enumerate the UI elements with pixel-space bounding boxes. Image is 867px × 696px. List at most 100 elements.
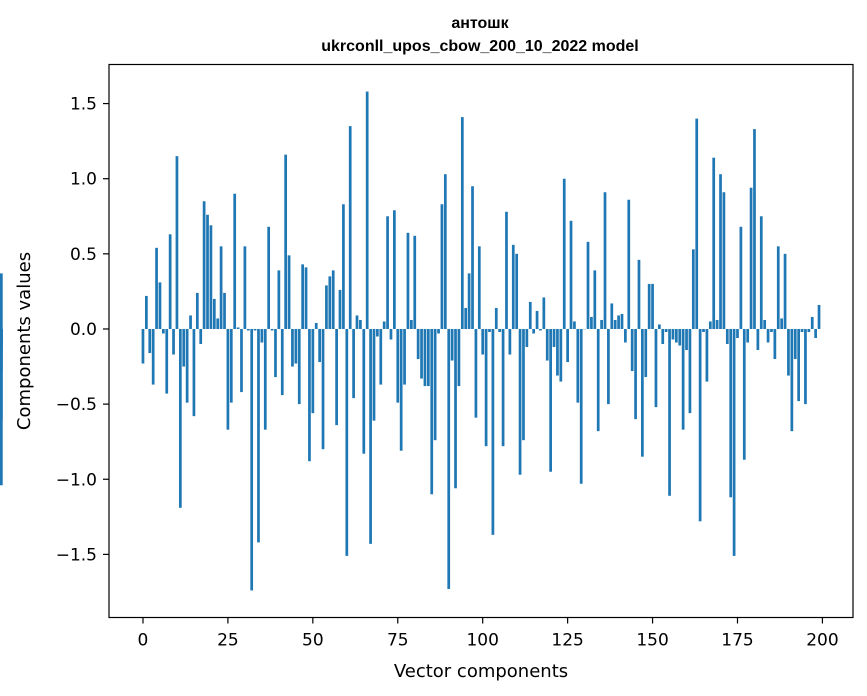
bar-32 (250, 328, 254, 591)
bar-34 (257, 328, 260, 543)
bar-169 (715, 319, 719, 329)
bar-182 (759, 216, 763, 329)
bar-117 (539, 328, 542, 331)
bar-175 (736, 328, 739, 338)
bar-196 (807, 328, 811, 332)
bar-23 (219, 246, 223, 329)
bar-151 (654, 328, 658, 408)
bar-37 (267, 226, 271, 329)
bar-99 (477, 246, 481, 329)
bar-25 (226, 328, 230, 430)
chart-title: антошк (451, 15, 509, 32)
x-tick-label: 0 (138, 631, 149, 651)
bar-181 (756, 328, 760, 351)
bar-90 (447, 328, 451, 589)
bar-149 (647, 283, 651, 329)
bar-158 (678, 328, 682, 346)
chart-subtitle: ukrconll_upos_cbow_200_10_2022 model (321, 38, 638, 55)
x-axis-ticks: 0 25 50 75 100 125 150 175 200 (138, 617, 839, 651)
bar-58 (338, 289, 342, 329)
bar-2 (148, 328, 152, 354)
bar-69 (376, 328, 379, 337)
bar-171 (722, 192, 726, 329)
bar-156 (671, 328, 675, 340)
bar-174 (732, 328, 736, 556)
bar-172 (725, 328, 729, 345)
bar-184 (766, 328, 770, 343)
bar-84 (426, 328, 430, 387)
bar-50 (311, 328, 315, 414)
bar-11 (178, 328, 182, 508)
bar-undefined (0, 273, 3, 329)
bar-9 (172, 328, 175, 355)
bar-96 (467, 273, 471, 329)
bar-76 (399, 328, 403, 451)
bar-28 (236, 327, 240, 329)
bar-123 (559, 328, 563, 382)
bar-147 (641, 328, 644, 457)
bar-41 (280, 328, 284, 396)
bar-104 (494, 307, 498, 329)
bar-126 (569, 220, 573, 329)
bar-124 (562, 178, 566, 329)
bar-47 (301, 264, 304, 329)
bar-186 (773, 328, 777, 360)
bar-95 (464, 307, 468, 329)
bar-120 (549, 328, 552, 472)
bar-129 (579, 328, 583, 484)
bar-162 (691, 249, 695, 329)
bar-119 (545, 328, 549, 361)
bar-191 (790, 328, 794, 432)
bar-17 (199, 328, 203, 345)
bar-80 (413, 235, 417, 329)
bar-98 (474, 328, 478, 418)
bar-133 (593, 270, 597, 329)
bar-60 (345, 328, 349, 556)
x-tick-label: 50 (302, 631, 324, 651)
bar-33 (253, 328, 257, 331)
bar-14 (189, 315, 192, 329)
bar-63 (355, 315, 359, 329)
bar-44 (291, 328, 294, 367)
bar-121 (552, 328, 556, 348)
bar-72 (386, 216, 389, 329)
y-tick-label: −1.5 (56, 545, 97, 565)
y-axis-ticks: −1.5 −1.0 −0.5 0.0 0.5 1.0 1.5 (56, 95, 109, 565)
bar-161 (688, 328, 692, 414)
bar-194 (800, 328, 804, 332)
bar-185 (770, 328, 773, 332)
bar-118 (542, 297, 546, 329)
bar-10 (175, 156, 179, 329)
bar-88 (440, 204, 444, 329)
bar-198 (814, 328, 817, 338)
bar-74 (393, 210, 396, 329)
bar-79 (410, 319, 413, 329)
bar-111 (518, 328, 522, 475)
bar-154 (664, 328, 668, 332)
bar-57 (335, 328, 338, 426)
bar-103 (491, 328, 495, 535)
bar-107 (505, 211, 508, 329)
bar-35 (260, 328, 264, 343)
bar-135 (600, 319, 603, 329)
bar-115 (532, 328, 536, 334)
bar-180 (753, 129, 756, 329)
bars-group (0, 91, 821, 591)
bar-19 (206, 214, 209, 329)
bar-68 (372, 328, 376, 421)
y-tick-label: 1.5 (70, 95, 97, 115)
bar-30 (243, 246, 247, 329)
bar-55 (328, 276, 332, 329)
bar-45 (294, 328, 298, 364)
bar-18 (202, 201, 206, 329)
bar-100 (481, 328, 485, 355)
bar-86 (433, 328, 437, 441)
bar-108 (508, 328, 512, 355)
x-tick-label: 25 (217, 631, 239, 651)
bar-159 (681, 328, 685, 430)
bar-51 (314, 322, 318, 329)
bar-24 (223, 292, 226, 329)
bar-1 (145, 295, 148, 329)
y-tick-label: −1.0 (56, 470, 97, 490)
